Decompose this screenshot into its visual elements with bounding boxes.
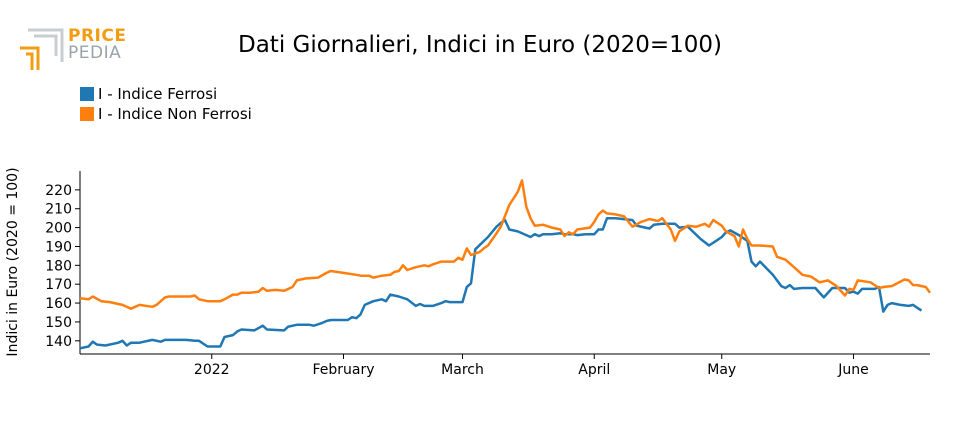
y-tick-label: 160	[45, 296, 72, 312]
x-tick-label: March	[441, 362, 484, 378]
x-tick-label: June	[837, 362, 869, 378]
y-tick-label: 150	[45, 315, 72, 331]
y-tick-label: 220	[45, 183, 72, 199]
x-tick-label: February	[312, 362, 374, 378]
y-tick-label: 140	[45, 334, 72, 350]
x-tick-label: April	[578, 362, 610, 378]
y-axis-label: Indici in Euro (2020 = 100)	[5, 167, 21, 356]
chart-series	[79, 179, 932, 350]
legend-swatch-ferrosi	[80, 87, 94, 101]
series-line-0	[79, 216, 923, 350]
brand-line-1: PRICE	[68, 26, 127, 46]
legend-item-non-ferrosi[interactable]: I - Indice Non Ferrosi	[80, 104, 252, 124]
y-tick-label: 190	[45, 239, 72, 255]
x-tick-label: May	[707, 362, 736, 378]
y-tick-label: 210	[45, 202, 72, 218]
pricepedia-logo: PRICE PEDIA	[18, 26, 128, 74]
logo-mark-icon	[20, 28, 64, 70]
series-line-1	[79, 179, 932, 310]
y-tick-label: 200	[45, 221, 72, 237]
chart-legend: I - Indice Ferrosi I - Indice Non Ferros…	[80, 84, 252, 124]
chart-title: Dati Giornalieri, Indici in Euro (2020=1…	[238, 32, 722, 58]
brand-line-2: PEDIA	[68, 43, 122, 63]
legend-item-ferrosi[interactable]: I - Indice Ferrosi	[80, 84, 252, 104]
legend-label-ferrosi: I - Indice Ferrosi	[98, 85, 218, 103]
y-tick-label: 180	[45, 258, 72, 274]
y-tick-label: 170	[45, 277, 72, 293]
x-tick-label: 2022	[194, 362, 230, 378]
legend-swatch-non-ferrosi	[80, 107, 94, 121]
legend-label-non-ferrosi: I - Indice Non Ferrosi	[98, 105, 252, 123]
chart-axes: 140 150 160 170 180 190 200 210 220 2022 February M…	[45, 171, 930, 378]
